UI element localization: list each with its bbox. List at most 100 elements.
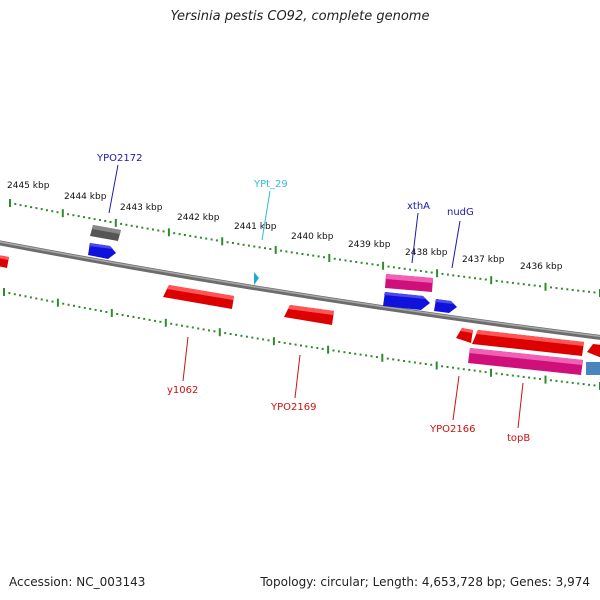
ruler-minor-tick (360, 261, 363, 264)
ruler-minor-tick (170, 322, 173, 325)
ruler-minor-tick (78, 305, 81, 308)
ruler-minor-tick (215, 239, 218, 242)
ruler-minor-tick (24, 205, 27, 208)
gene-topB-pink[interactable] (468, 348, 583, 375)
gene-label-xthA[interactable]: xthA (407, 201, 430, 212)
ruler-major-tick (167, 228, 170, 237)
gene-nudG-blue[interactable] (434, 299, 457, 313)
gene-xthA-pink[interactable] (385, 274, 433, 292)
ruler-minor-tick (517, 282, 520, 285)
trna-YPt_29[interactable] (254, 272, 259, 285)
gene-left-edge-red[interactable] (0, 255, 9, 268)
ruler-minor-tick (403, 267, 406, 270)
gene-topB-red[interactable] (472, 330, 584, 356)
ruler-minor-tick (511, 374, 514, 377)
ruler-minor-tick (317, 255, 320, 258)
ruler-minor-tick (571, 381, 574, 384)
gene-label-YPt_29[interactable]: YPt_29 (253, 179, 288, 190)
ruler-minor-tick (354, 352, 357, 355)
ruler-minor-tick (121, 314, 124, 316)
map-title: Yersinia pestis CO92, complete genome (170, 9, 430, 24)
ruler-label-2445: 2445 kbp (7, 181, 50, 191)
ruler-minor-tick (468, 276, 471, 279)
ruler-minor-tick (137, 316, 140, 319)
ruler-minor-tick (88, 217, 91, 220)
ruler-minor-tick (462, 368, 465, 371)
ruler-minor-tick (550, 286, 552, 289)
ruler-minor-tick (45, 209, 48, 212)
gene-YPO2166[interactable] (456, 328, 473, 343)
ruler-minor-tick (441, 365, 444, 368)
gene-label-YPO2169[interactable]: YPO2169 (270, 402, 316, 413)
ruler-minor-tick (539, 377, 541, 380)
ruler-label-2442: 2442 kbp (177, 213, 220, 223)
ruler-minor-tick (413, 361, 416, 364)
ruler-minor-tick (154, 319, 156, 322)
ruler-minor-tick (262, 338, 265, 341)
ruler-minor-tick (183, 234, 186, 236)
ruler-minor-tick (582, 383, 585, 386)
gene-label-YPO2166[interactable]: YPO2166 (429, 424, 475, 435)
ruler-minor-tick (528, 376, 531, 379)
ruler-minor-tick (588, 290, 591, 293)
ruler-minor-tick (132, 315, 135, 318)
gene-y1062[interactable] (163, 285, 234, 309)
gene-label-y1062[interactable]: y1062 (167, 385, 198, 396)
ruler-minor-tick (229, 333, 232, 335)
ruler-minor-tick (430, 271, 433, 274)
ruler-label-2437: 2437 kbp (462, 255, 505, 265)
ruler-minor-tick (387, 265, 390, 268)
ruler-minor-tick (14, 203, 17, 205)
ruler-minor-tick (290, 251, 293, 254)
ruler-minor-tick (522, 283, 525, 286)
ruler-minor-tick (247, 244, 250, 247)
ruler-minor-tick (289, 342, 292, 345)
ruler-minor-tick (93, 218, 96, 221)
ruler-minor-tick (506, 281, 509, 284)
ruler-minor-tick (213, 330, 216, 333)
gene-YPO2172-blue[interactable] (88, 243, 116, 259)
ruler-minor-tick (425, 270, 428, 273)
ruler-minor-tick (62, 302, 65, 305)
ruler-minor-tick (348, 352, 351, 354)
ruler-minor-tick (237, 242, 240, 245)
gene-xthA-blue[interactable] (383, 292, 430, 310)
gene-right-edge-red[interactable] (587, 344, 600, 358)
ruler-minor-tick (370, 355, 373, 358)
gene-YPO2169[interactable] (284, 305, 334, 325)
ruler-minor-tick (29, 296, 32, 299)
ruler-minor-tick (148, 318, 151, 321)
ruler-minor-tick (528, 283, 531, 286)
ruler-minor-tick (280, 249, 283, 252)
ruler-minor-tick (582, 290, 585, 293)
ruler-minor-tick (484, 278, 487, 281)
ruler-minor-tick (89, 307, 92, 310)
gene-label-YPO2172[interactable]: YPO2172 (96, 153, 142, 164)
ruler-minor-tick (457, 275, 460, 278)
ruler-minor-tick (141, 226, 144, 229)
gene-label-topB[interactable]: topB (507, 433, 530, 444)
ruler-minor-tick (77, 215, 80, 218)
ruler-major-tick (327, 345, 330, 354)
ruler-minor-tick (19, 204, 22, 207)
ruler-minor-tick (355, 261, 358, 263)
ruler-minor-tick (264, 247, 266, 250)
ruler-minor-tick (127, 315, 129, 317)
ruler-minor-tick (566, 288, 569, 291)
gene-YPO2172-gray[interactable] (90, 225, 121, 241)
ruler-minor-tick (100, 309, 102, 312)
gene-label-nudG[interactable]: nudG (447, 207, 474, 218)
ruler-minor-tick (199, 236, 202, 239)
ruler-minor-tick (409, 268, 412, 271)
ruler-minor-tick (495, 279, 498, 282)
leader-lines (108, 164, 524, 429)
ruler-minor-tick (94, 308, 97, 311)
ruler-minor-tick (452, 274, 455, 277)
ruler-major-tick (56, 298, 59, 307)
gene-right-edge-steel[interactable] (586, 362, 600, 375)
ruler-label-2444: 2444 kbp (64, 192, 107, 202)
ruler-minor-tick (539, 285, 542, 288)
ruler-minor-tick (178, 233, 181, 236)
ruler-minor-tick (157, 229, 160, 232)
ruler-minor-tick (419, 362, 422, 365)
